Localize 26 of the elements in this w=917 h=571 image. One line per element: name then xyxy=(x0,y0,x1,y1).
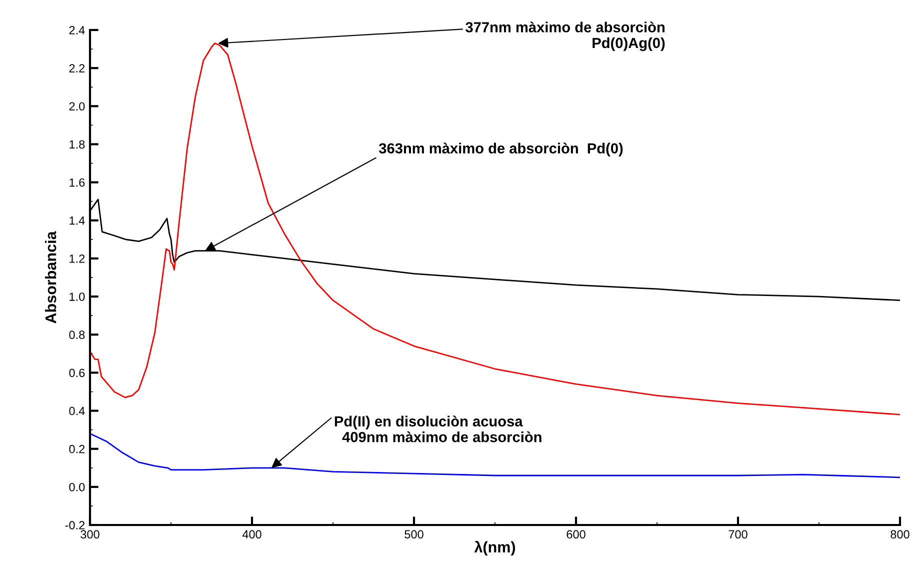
y-tick-label: 1.2 xyxy=(70,254,85,263)
y-tick-label: 0.4 xyxy=(69,406,85,416)
x-axis-title: λ(nm) xyxy=(474,540,516,556)
x-tick-label: 600 xyxy=(566,530,586,539)
annotation: Pd(II) en disoluciòn acuosa 409nm màximo de absorciòn xyxy=(334,416,542,442)
y-axis-title: Absorbancia xyxy=(45,231,56,324)
x-tick-label: 400 xyxy=(242,530,262,539)
y-tick-label: 0.0 xyxy=(69,482,85,492)
line-series xyxy=(90,432,900,478)
y-tick-label: 1.6 xyxy=(70,178,85,187)
x-tick-label: 800 xyxy=(890,530,910,539)
y-tick-label: 2.0 xyxy=(69,102,85,111)
y-tick-label: 1.4 xyxy=(70,216,85,225)
annotation: 377nm màximo de absorciòn Pd(0)Ag(0) xyxy=(466,22,665,52)
y-tick-label: -0.2 xyxy=(65,521,85,530)
y-tick-label: 2.2 xyxy=(69,64,85,72)
y-tick-label: 0.8 xyxy=(69,330,85,340)
y-tick-label: 2.4 xyxy=(69,26,85,34)
y-tick-label: 0.2 xyxy=(69,444,85,454)
annotation: 363nm màximo de absorciòn Pd(0) xyxy=(378,142,623,156)
x-tick-label: 300 xyxy=(80,530,100,539)
y-tick-label: 1.8 xyxy=(70,140,85,149)
y-tick-label: 1.0 xyxy=(70,292,85,301)
x-tick-label: 700 xyxy=(728,530,748,539)
y-tick-label: 0.6 xyxy=(69,368,85,378)
x-tick-label: 500 xyxy=(404,530,424,539)
